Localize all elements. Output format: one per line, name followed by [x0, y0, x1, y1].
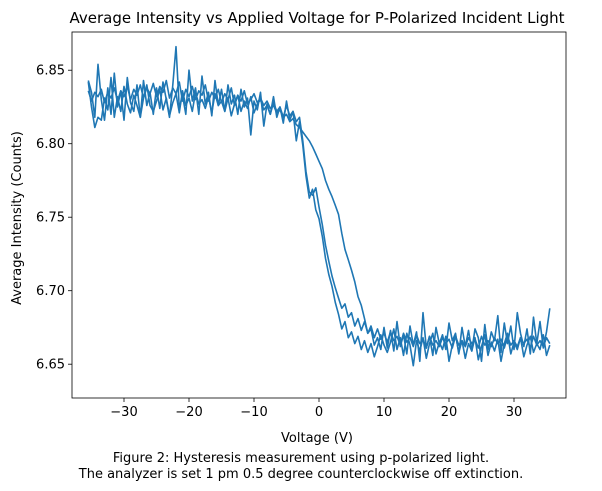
y-axis-label: Average Intensity (Counts)	[10, 131, 25, 305]
series-line-1	[87, 76, 551, 349]
y-tick-label: 6.75	[36, 211, 65, 226]
x-axis-ticks: −30 −20 −10 0 10 20 30	[110, 398, 522, 420]
y-tick-label: 6.85	[36, 64, 65, 79]
x-tick-label: 10	[376, 405, 393, 420]
x-tick-label: −30	[110, 405, 137, 420]
figure-caption-line-1: Figure 2: Hysteresis measurement using p…	[113, 451, 489, 466]
y-tick-label: 6.70	[36, 284, 65, 299]
x-axis-label: Voltage (V)	[281, 431, 353, 446]
y-tick-label: 6.65	[36, 358, 65, 373]
plot-area	[87, 45, 551, 367]
plot-frame	[71, 31, 567, 399]
x-tick-label: 30	[506, 405, 523, 420]
series-line-3	[87, 45, 551, 367]
x-tick-label: 20	[441, 405, 458, 420]
y-tick-label: 6.80	[36, 137, 65, 152]
x-tick-label: 0	[315, 405, 323, 420]
y-axis-ticks: 6.65 6.70 6.75 6.80 6.85	[36, 64, 72, 373]
chart-title: Average Intensity vs Applied Voltage for…	[69, 9, 564, 27]
x-tick-label: −20	[175, 405, 202, 420]
figure-caption-line-2: The analyzer is set 1 pm 0.5 degree coun…	[78, 467, 523, 482]
x-tick-label: −10	[240, 405, 267, 420]
